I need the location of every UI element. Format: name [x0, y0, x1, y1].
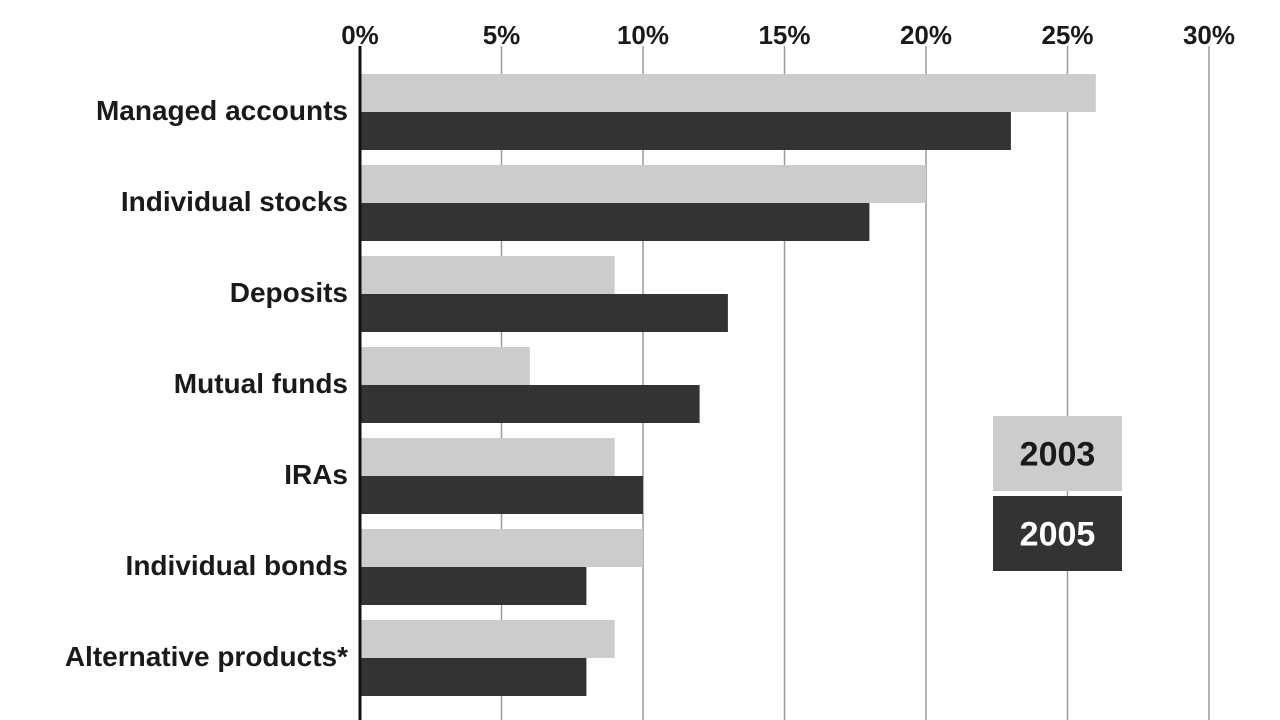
- x-tick-label: 20%: [900, 20, 952, 50]
- bars: [360, 74, 1096, 696]
- legend-label-2005: 2005: [1020, 516, 1096, 554]
- bar-2005-3: [360, 385, 700, 423]
- x-tick-label: 10%: [617, 20, 669, 50]
- bar-2005-1: [360, 203, 870, 241]
- bar-2005-6: [360, 658, 587, 696]
- category-label: Deposits: [230, 277, 348, 308]
- bar-2005-0: [360, 112, 1011, 150]
- bar-2005-4: [360, 476, 643, 514]
- bar-2003-1: [360, 165, 926, 203]
- legend-swatch-2005: [993, 496, 1122, 571]
- bar-2005-2: [360, 294, 728, 332]
- x-axis-ticks: 0% 5% 10% 15% 20% 25% 30%: [341, 20, 1235, 50]
- bar-2003-5: [360, 529, 643, 567]
- bar-2003-3: [360, 347, 530, 385]
- category-label: Managed accounts: [96, 95, 348, 126]
- category-label: Alternative products*: [65, 641, 348, 672]
- bar-2003-6: [360, 620, 615, 658]
- bar-2003-4: [360, 438, 615, 476]
- x-tick-label: 5%: [483, 20, 521, 50]
- category-label: Individual bonds: [126, 550, 348, 581]
- legend: 2003 2005: [993, 416, 1122, 571]
- x-tick-label: 30%: [1183, 20, 1235, 50]
- bar-2003-0: [360, 74, 1096, 112]
- category-label: Mutual funds: [174, 368, 348, 399]
- grid-lines: [500, 46, 1210, 720]
- bar-2005-5: [360, 567, 587, 605]
- legend-swatch-2003: [993, 416, 1122, 491]
- x-tick-label: 0%: [341, 20, 379, 50]
- x-tick-label: 15%: [758, 20, 810, 50]
- bar-2003-2: [360, 256, 615, 294]
- x-tick-label: 25%: [1041, 20, 1093, 50]
- category-labels: Managed accounts Individual stocks Deposit…: [65, 95, 348, 672]
- category-label: IRAs: [284, 459, 348, 490]
- category-label: Individual stocks: [121, 186, 348, 217]
- legend-label-2003: 2003: [1020, 436, 1096, 474]
